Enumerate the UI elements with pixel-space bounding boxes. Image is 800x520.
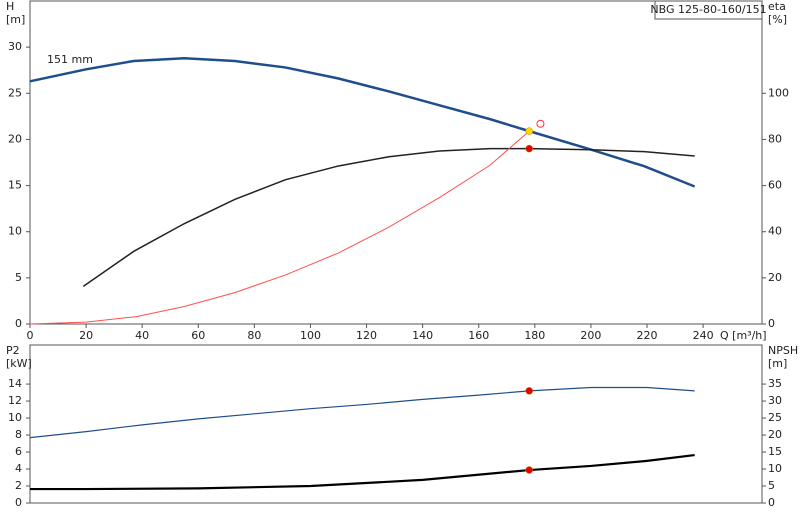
- y2-tick-label: 0: [768, 317, 775, 330]
- y2-tick-label: 20: [768, 271, 782, 284]
- x-tick-label: 0: [27, 329, 34, 342]
- y2-tick-label: 60: [768, 179, 782, 192]
- marker-dot: [525, 127, 533, 135]
- x-tick-label: 240: [693, 329, 714, 342]
- x-tick-label: 120: [356, 329, 377, 342]
- y-tick-label: 20: [8, 132, 22, 145]
- y2-axis-unit: [m]: [768, 357, 787, 370]
- y2-tick-label: 35: [768, 377, 782, 390]
- y2-tick-label: 0: [768, 496, 775, 509]
- y-tick-label: 4: [15, 462, 22, 475]
- x-tick-label: 180: [524, 329, 545, 342]
- y2-tick-label: 15: [768, 445, 782, 458]
- curve-label: 151 mm: [47, 53, 93, 66]
- y2-tick-label: 40: [768, 225, 782, 238]
- curve: [30, 453, 695, 491]
- y-tick-label: 8: [15, 428, 22, 441]
- marker-dot: [525, 387, 533, 395]
- curve: [29, 386, 695, 439]
- y2-tick-label: 30: [768, 394, 782, 407]
- plot-frame: [29, 0, 763, 325]
- x-tick-label: 100: [300, 329, 321, 342]
- x-tick-label: 80: [247, 329, 261, 342]
- curve: [29, 130, 530, 325]
- curve: [29, 56, 696, 188]
- y-tick-label: 6: [15, 445, 22, 458]
- y2-tick-label: 5: [768, 479, 775, 492]
- y-tick-label: 0: [15, 496, 22, 509]
- x-tick-label: 60: [191, 329, 205, 342]
- y2-tick-label: 100: [768, 86, 789, 99]
- x-tick-label: 220: [637, 329, 658, 342]
- curve: [82, 147, 695, 288]
- y-axis-unit: [m]: [6, 13, 25, 26]
- y-tick-label: 14: [8, 377, 22, 390]
- y-axis-label: H: [6, 0, 14, 13]
- y2-axis-label: NPSH: [768, 344, 798, 357]
- y-tick-label: 30: [8, 40, 22, 53]
- x-tick-label: 20: [79, 329, 93, 342]
- x-tick-label: 200: [580, 329, 601, 342]
- x-tick-label: 160: [468, 329, 489, 342]
- y-tick-label: 10: [8, 411, 22, 424]
- y-tick-label: 12: [8, 394, 22, 407]
- y2-tick-label: 10: [768, 462, 782, 475]
- y-tick-label: 5: [15, 271, 22, 284]
- x-axis-label: Q [m³/h]: [720, 329, 767, 342]
- y-tick-label: 15: [8, 179, 22, 192]
- y-tick-label: 25: [8, 86, 22, 99]
- plot-frame: [29, 344, 763, 504]
- y2-tick-label: 25: [768, 411, 782, 424]
- y2-tick-label: 20: [768, 428, 782, 441]
- y-tick-label: 10: [8, 225, 22, 238]
- title-box: [654, 0, 763, 20]
- y2-tick-label: 80: [768, 132, 782, 145]
- y-axis-label: P2: [6, 344, 20, 357]
- chart-title: NBG 125-80-160/151: [650, 3, 766, 16]
- marker-dot: [525, 466, 533, 474]
- y-axis-unit: [kW]: [6, 357, 32, 370]
- y2-axis-unit: [%]: [768, 13, 787, 26]
- x-tick-label: 140: [412, 329, 433, 342]
- x-tick-label: 40: [135, 329, 149, 342]
- marker-ring: [536, 119, 545, 128]
- y2-axis-label: eta: [768, 0, 786, 13]
- y-tick-label: 0: [15, 317, 22, 330]
- marker-dot: [525, 144, 533, 153]
- y-tick-label: 2: [15, 479, 22, 492]
